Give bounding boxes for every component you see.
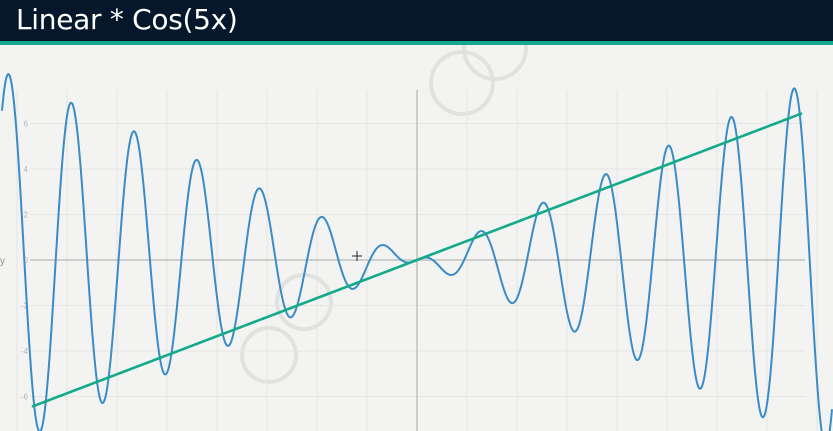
circle-watermark-icon: [240, 326, 298, 384]
y-tick-label: 0: [24, 256, 29, 265]
crosshair-cursor-icon: [352, 251, 362, 261]
series-line: [31, 112, 803, 408]
circle-watermark-icon: [429, 50, 495, 116]
y-tick-label: 2: [24, 211, 29, 220]
chart-canvas[interactable]: -6 -4 -2 0 2 4 6 y: [0, 45, 833, 431]
y-tick-label: -2: [21, 302, 29, 311]
page-title: Linear * Cos(5x): [16, 3, 238, 36]
y-tick-labels: -6 -4 -2 0 2 4 6: [21, 120, 29, 402]
title-bar: Linear * Cos(5x): [0, 0, 833, 41]
y-tick-label: -6: [21, 393, 29, 402]
y-tick-label: 4: [24, 165, 29, 174]
circle-watermark-icon: [462, 45, 528, 81]
series-layer: [1, 73, 833, 431]
watermark-layer: [240, 45, 528, 384]
y-tick-label: 6: [24, 120, 29, 129]
y-tick-label: -4: [21, 347, 29, 356]
accent-divider: [0, 41, 833, 45]
y-axis-label: y: [0, 256, 5, 267]
